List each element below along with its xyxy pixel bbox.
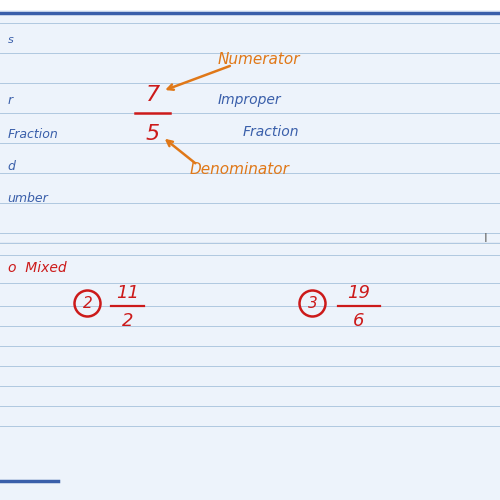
Text: 7: 7 <box>146 85 160 105</box>
Text: 3: 3 <box>308 296 318 311</box>
Text: 19: 19 <box>348 284 370 302</box>
Text: d: d <box>8 160 16 172</box>
Text: I: I <box>484 232 488 245</box>
Text: r: r <box>8 94 12 106</box>
Text: 2: 2 <box>82 296 92 311</box>
Text: umber: umber <box>8 192 48 205</box>
Bar <box>0 245 500 500</box>
Text: Fraction: Fraction <box>8 128 58 141</box>
Text: 5: 5 <box>146 124 160 144</box>
Text: Fraction: Fraction <box>242 124 299 138</box>
Text: o  Mixed: o Mixed <box>8 262 66 276</box>
Text: Numerator: Numerator <box>218 52 300 66</box>
Text: Denominator: Denominator <box>190 162 290 178</box>
Text: Improper: Improper <box>218 93 281 107</box>
Text: 11: 11 <box>116 284 139 302</box>
Text: 6: 6 <box>353 312 365 330</box>
Text: 2: 2 <box>122 312 133 330</box>
Bar <box>0 10 500 242</box>
Text: s: s <box>8 35 13 45</box>
